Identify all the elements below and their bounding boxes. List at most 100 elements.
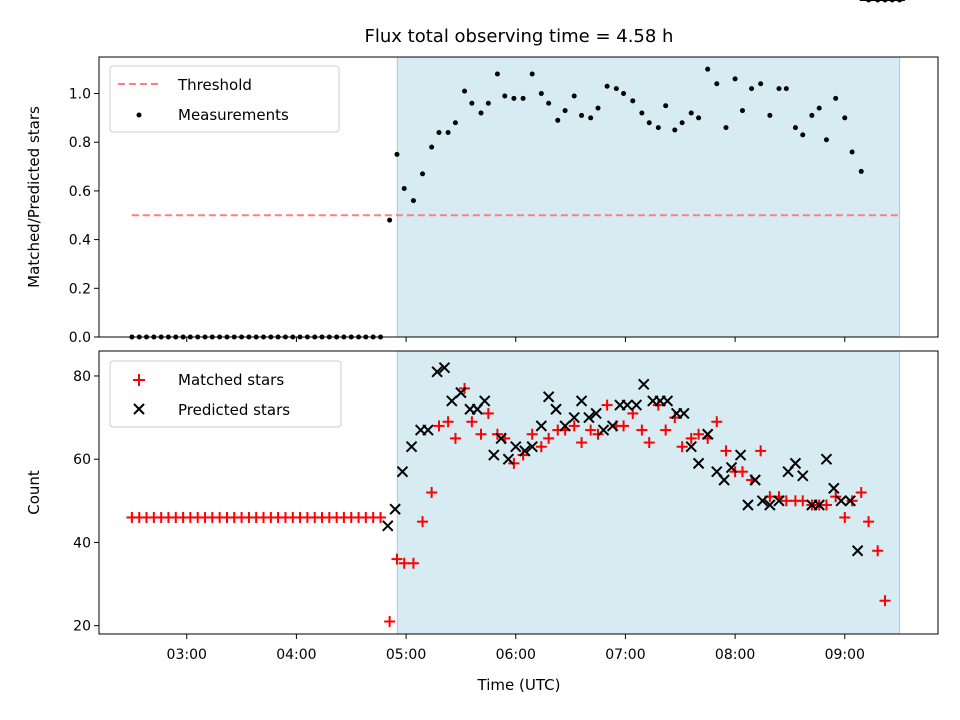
legend-matched-label: Matched stars (178, 371, 284, 389)
predicted-star-point (535, 420, 548, 432)
legend-matched-swatch (133, 374, 145, 386)
measurement-point (705, 66, 711, 72)
measurement-point (663, 103, 669, 109)
measurement-point (842, 115, 848, 121)
measurement-point (639, 110, 645, 116)
chart-title: Flux total observing time = 4.58 h (365, 26, 674, 47)
measurement-point (714, 81, 720, 87)
matched-star-point (535, 441, 547, 453)
x-tick-label: 08:00 (715, 647, 755, 663)
measurement-point (655, 125, 661, 131)
predicted-star-point (749, 474, 761, 486)
predicted-star-point (455, 386, 467, 399)
predicted-star-point (835, 495, 847, 507)
count-legend: Matched stars Predicted stars (109, 360, 342, 428)
matched-star-point (660, 424, 672, 436)
measurement-point (672, 127, 678, 133)
predicted-star-point (422, 424, 434, 436)
x-tick-label: 03:00 (167, 647, 207, 663)
matched-star-point (820, 499, 832, 511)
predicted-star-point (389, 503, 401, 515)
measurement-point (562, 108, 568, 114)
measurement-point (621, 91, 627, 97)
predicted-star-point (568, 411, 580, 424)
measurement-point (462, 88, 468, 94)
matched-star-point (482, 407, 494, 419)
y-tick-label: 0.2 (69, 281, 91, 297)
measurement-point (494, 71, 500, 77)
matched-star-point (693, 428, 705, 440)
matched-star-point (466, 416, 478, 428)
matched-star-point (879, 595, 891, 607)
predicted-star-point (446, 395, 458, 407)
x-tick-label: 04:00 (276, 647, 316, 663)
measurement-point (520, 95, 526, 101)
predicted-star-point (431, 366, 443, 378)
measurement-point (571, 93, 577, 99)
measurement-point (401, 185, 407, 191)
predicted-star-point (734, 449, 747, 461)
predicted-star-point (820, 453, 833, 465)
measurement-point (604, 83, 610, 89)
predicted-star-point (773, 495, 785, 507)
predicted-star-point (725, 461, 738, 474)
predicted-star-point (797, 470, 809, 482)
matched-star-point (576, 437, 588, 449)
measurement-point (588, 115, 594, 121)
x-tick-label: 06:00 (496, 647, 536, 663)
x-tick-label: 09:00 (825, 647, 865, 663)
legend-predicted-swatch (133, 403, 145, 415)
measurement-point (792, 125, 798, 131)
measurement-point (858, 168, 864, 174)
time-x-axis: 03:00 04:00 05:00 06:00 07:00 08:00 09:00 (167, 634, 865, 663)
matched-star-point (676, 441, 688, 453)
matched-star-point (568, 420, 580, 432)
matched-star-point (407, 557, 419, 569)
y-tick-label: 0.8 (69, 135, 91, 151)
predicted-star-point (692, 457, 705, 470)
measurement-point (630, 98, 636, 104)
measurement-point (646, 120, 652, 126)
matched-star-point (736, 466, 748, 478)
ratio-panel-frame (98, 56, 939, 338)
matched-star-point (375, 511, 387, 523)
measurement-point (776, 86, 782, 92)
matched-star-point (449, 432, 461, 444)
measurement-point (758, 81, 764, 87)
measurement-point (679, 120, 685, 126)
predicted-star-point (828, 482, 840, 495)
legend-threshold-label: Threshold (177, 76, 252, 94)
predicted-star-point (510, 441, 522, 453)
count-y-axis-label: Count (25, 470, 43, 515)
measurement-point (511, 95, 517, 101)
predicted-star-point (550, 403, 562, 415)
measurement-point (809, 112, 815, 118)
measurement-point (546, 100, 552, 106)
x-tick-label: 07:00 (605, 647, 645, 663)
measurement-point (723, 125, 729, 131)
predicted-star-point (438, 361, 451, 374)
matched-star-point (839, 511, 851, 523)
matched-star-point (475, 428, 487, 440)
predicted-star-point (606, 420, 619, 432)
observing-window-shade-bottom (396, 350, 901, 635)
y-tick-label: 0.6 (69, 184, 91, 200)
predicted-star-point (502, 453, 515, 465)
matched-star-point (526, 428, 538, 440)
ratio-legend: Threshold Measurements (109, 65, 340, 133)
matched-star-point (720, 445, 732, 457)
predicted-star-point (685, 441, 697, 453)
matched-star-point (417, 516, 429, 528)
ratio-y-axis-label: Matched/Predicted stars (25, 106, 43, 288)
predicted-star-point (405, 441, 418, 453)
measurement-point (816, 105, 822, 111)
predicted-star-point (756, 495, 769, 507)
predicted-star-point (495, 432, 507, 445)
measurement-point (783, 86, 789, 92)
matched-star-point (643, 437, 655, 449)
predicted-star-point (701, 428, 714, 440)
predicted-star-point (851, 545, 864, 557)
predicted-star-point (813, 499, 825, 511)
measurement-point (420, 171, 426, 177)
